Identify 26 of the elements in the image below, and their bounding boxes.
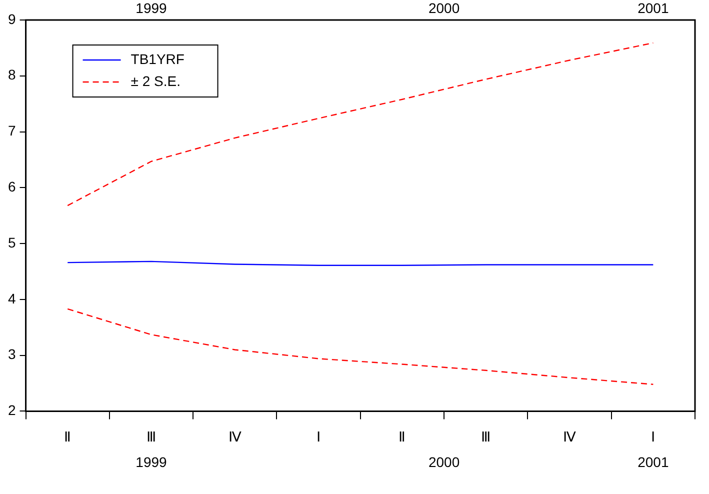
y-tick-label: 9	[8, 10, 16, 27]
y-tick-label: 4	[8, 290, 16, 306]
line-series	[67, 308, 654, 385]
legend-label: TB1YRF	[130, 50, 184, 67]
y-tick-label: 8	[8, 66, 16, 83]
x-tick-label: Ⅲ	[146, 428, 156, 444]
text: 2000	[428, 454, 460, 470]
text: 2001	[638, 0, 669, 16]
text: 2000	[428, 0, 460, 16]
y-tick-label: 5	[8, 234, 16, 250]
x-tick-label: Ⅱ	[398, 428, 406, 444]
y-tick-label: 3	[8, 346, 16, 362]
y-tick-label: 6	[8, 178, 16, 195]
x-tick-label: Ⅳ	[563, 428, 576, 444]
x-tick-label: Ⅲ	[480, 428, 491, 444]
x-tick-label: Ⅰ	[316, 428, 321, 444]
x-tick-label: Ⅳ	[228, 428, 242, 444]
text: 1999	[136, 0, 168, 16]
x-tick-label: Ⅱ	[64, 428, 72, 444]
y-tick-label: 2	[8, 402, 16, 418]
legend-label: ± 2 S.E.	[130, 72, 181, 89]
text: 2001	[638, 454, 669, 470]
line-series	[67, 42, 654, 206]
x-tick-label: Ⅰ	[651, 428, 656, 444]
y-tick-label: 7	[8, 122, 16, 139]
text: 1999	[136, 454, 167, 470]
